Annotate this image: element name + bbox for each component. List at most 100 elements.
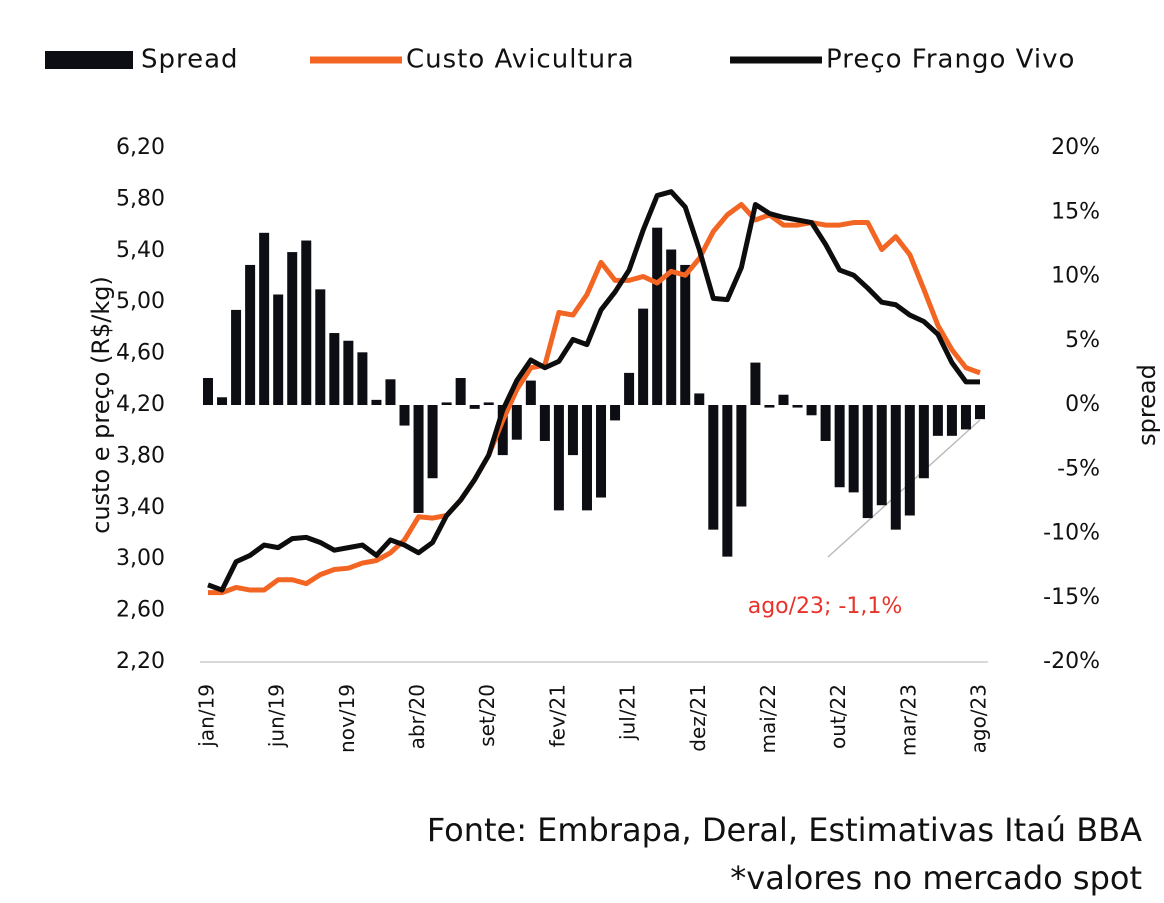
y2-tick-label: -15% bbox=[1043, 585, 1100, 610]
y2-tick-label: 5% bbox=[1065, 328, 1100, 353]
x-tick-label: fev/21 bbox=[545, 684, 569, 747]
bar bbox=[287, 252, 298, 405]
bar bbox=[259, 232, 270, 405]
bar bbox=[890, 405, 901, 530]
line bbox=[207, 189, 980, 593]
bar bbox=[525, 380, 536, 405]
bar bbox=[680, 264, 691, 405]
trend-guide bbox=[827, 419, 981, 558]
y2-tick-label: -10% bbox=[1043, 521, 1100, 546]
y-tick-label: 6,20 bbox=[116, 135, 165, 160]
x-tick-label: jun/19 bbox=[265, 684, 289, 748]
bar bbox=[862, 405, 873, 519]
bar bbox=[834, 405, 845, 488]
y2-tick-label: 15% bbox=[1051, 199, 1100, 224]
y-tick-label: 3,40 bbox=[116, 495, 165, 520]
x-tick-label: out/22 bbox=[826, 684, 850, 749]
bar bbox=[511, 405, 522, 440]
legend-label: Custo Avicultura bbox=[406, 45, 635, 75]
bar bbox=[722, 405, 733, 557]
y2-tick-label: -5% bbox=[1057, 456, 1100, 481]
bar bbox=[217, 397, 228, 405]
bar bbox=[610, 405, 621, 421]
bar bbox=[960, 405, 971, 430]
y-tick-label: 2,60 bbox=[116, 598, 165, 623]
bar bbox=[231, 309, 242, 405]
y2-axis-title: spread bbox=[1133, 364, 1161, 446]
bar bbox=[596, 405, 607, 498]
bar bbox=[918, 405, 929, 479]
y-tick-label: 2,20 bbox=[116, 649, 165, 674]
bar bbox=[975, 405, 985, 420]
x-tick-label: abr/20 bbox=[405, 684, 429, 749]
legend-label: Spread bbox=[141, 45, 239, 75]
bar bbox=[567, 405, 578, 456]
y-axis-title: custo e preço (R$/kg) bbox=[87, 276, 115, 534]
y-tick-label: 5,40 bbox=[116, 238, 165, 263]
legend-swatch bbox=[45, 51, 133, 69]
bar bbox=[539, 405, 550, 441]
bar bbox=[343, 340, 354, 405]
note: *valores no mercado spot bbox=[730, 859, 1142, 897]
bar bbox=[273, 294, 284, 405]
bar bbox=[371, 399, 382, 405]
y2-tick-label: 10% bbox=[1051, 264, 1100, 289]
y2-tick-label: 20% bbox=[1051, 135, 1100, 160]
bar bbox=[946, 405, 957, 436]
x-tick-label: ago/23 bbox=[967, 684, 991, 753]
bar bbox=[736, 405, 747, 507]
bar bbox=[764, 405, 775, 408]
source: Fonte: Embrapa, Deral, Estimativas Itaú … bbox=[427, 811, 1142, 849]
line bbox=[208, 202, 981, 596]
y-tick-label: 3,00 bbox=[116, 546, 165, 571]
y-tick-label: 5,80 bbox=[116, 186, 165, 211]
bar bbox=[638, 308, 649, 405]
bar bbox=[441, 402, 452, 405]
bar bbox=[820, 405, 831, 441]
bar bbox=[778, 394, 789, 405]
bar bbox=[792, 405, 803, 408]
legend-label: Preço Frango Vivo bbox=[826, 45, 1075, 75]
bar bbox=[750, 362, 761, 405]
x-tick-label: mar/23 bbox=[896, 684, 920, 756]
bar bbox=[876, 405, 887, 506]
bar bbox=[399, 405, 410, 426]
y-tick-label: 3,80 bbox=[116, 443, 165, 468]
y-tick-label: 5,00 bbox=[116, 289, 165, 314]
x-tick-label: nov/19 bbox=[335, 684, 359, 753]
bar bbox=[652, 227, 663, 405]
x-tick-label: dez/21 bbox=[686, 684, 710, 752]
y-tick-label: 4,60 bbox=[116, 341, 165, 366]
x-tick-label: jan/19 bbox=[195, 684, 219, 748]
bar bbox=[497, 405, 508, 456]
y2-tick-label: -20% bbox=[1043, 649, 1100, 674]
bar bbox=[553, 405, 564, 511]
bar bbox=[666, 249, 677, 405]
bar bbox=[806, 405, 817, 416]
x-tick-label: set/20 bbox=[475, 684, 499, 747]
bar bbox=[708, 405, 719, 530]
bar bbox=[904, 405, 915, 516]
bar bbox=[413, 405, 424, 513]
bar bbox=[581, 405, 592, 511]
y2-tick-label: 0% bbox=[1065, 392, 1100, 417]
bar bbox=[469, 405, 480, 409]
annotation: ago/23; -1,1% bbox=[748, 594, 903, 619]
bar bbox=[357, 352, 368, 405]
x-tick-label: jul/21 bbox=[616, 684, 640, 741]
x-tick-label: mai/22 bbox=[756, 684, 780, 753]
bar bbox=[427, 405, 438, 479]
bar bbox=[385, 379, 396, 405]
bar bbox=[315, 289, 326, 405]
bar bbox=[483, 402, 494, 405]
bar bbox=[301, 240, 312, 405]
bar bbox=[245, 264, 256, 405]
bar bbox=[932, 405, 943, 436]
bar bbox=[329, 333, 340, 405]
y-tick-label: 4,20 bbox=[116, 392, 165, 417]
bar bbox=[694, 393, 705, 405]
bar bbox=[455, 378, 466, 405]
bar bbox=[203, 378, 213, 405]
bar bbox=[624, 372, 635, 405]
